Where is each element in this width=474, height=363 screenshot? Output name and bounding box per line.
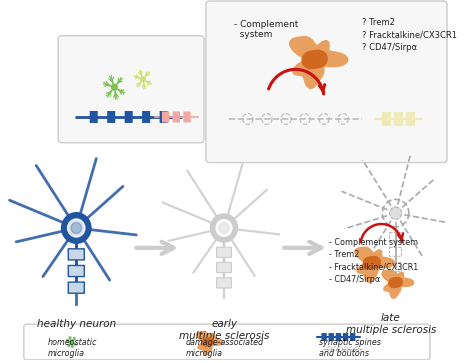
FancyBboxPatch shape [217, 278, 231, 288]
FancyBboxPatch shape [350, 333, 356, 341]
Circle shape [219, 223, 229, 233]
Polygon shape [389, 278, 402, 287]
Circle shape [141, 77, 145, 82]
FancyBboxPatch shape [328, 333, 334, 341]
FancyBboxPatch shape [394, 112, 403, 126]
Circle shape [390, 207, 401, 219]
FancyBboxPatch shape [90, 111, 98, 123]
FancyBboxPatch shape [382, 112, 391, 126]
FancyBboxPatch shape [173, 111, 180, 122]
Polygon shape [302, 50, 327, 69]
FancyBboxPatch shape [142, 111, 150, 123]
FancyBboxPatch shape [68, 265, 84, 277]
Circle shape [62, 213, 91, 243]
Text: damage-associated
microglia: damage-associated microglia [186, 338, 264, 358]
FancyBboxPatch shape [24, 324, 430, 360]
Circle shape [71, 223, 82, 233]
FancyBboxPatch shape [343, 333, 348, 341]
FancyBboxPatch shape [321, 333, 327, 341]
Polygon shape [363, 257, 380, 269]
Text: - Complement system
- Trem2
- Fracktalkine/CX3CR1
- CD47/Sirpα: - Complement system - Trem2 - Fracktalki… [329, 238, 418, 285]
Text: synaptic spines
and boutons: synaptic spines and boutons [319, 338, 381, 358]
FancyBboxPatch shape [160, 111, 168, 123]
Circle shape [70, 340, 73, 343]
Polygon shape [202, 338, 213, 346]
Polygon shape [355, 247, 394, 282]
Text: late
multiple sclerosis: late multiple sclerosis [346, 313, 436, 335]
FancyBboxPatch shape [162, 111, 169, 122]
FancyBboxPatch shape [107, 111, 115, 123]
Text: healthy neuron: healthy neuron [36, 319, 116, 329]
Text: homeostatic
microglia: homeostatic microglia [48, 338, 97, 358]
Circle shape [210, 214, 237, 242]
Polygon shape [290, 37, 348, 88]
FancyBboxPatch shape [125, 111, 133, 123]
FancyBboxPatch shape [68, 249, 84, 260]
Circle shape [216, 220, 232, 236]
FancyBboxPatch shape [217, 247, 231, 257]
Text: early
multiple sclerosis: early multiple sclerosis [179, 319, 269, 341]
Circle shape [68, 219, 85, 237]
FancyBboxPatch shape [58, 36, 204, 143]
FancyBboxPatch shape [406, 112, 415, 126]
FancyBboxPatch shape [336, 333, 341, 341]
FancyBboxPatch shape [68, 282, 84, 293]
Polygon shape [382, 270, 414, 298]
Text: ? Trem2
? Fracktalkine/CX3CR1
? CD47/Sirpα: ? Trem2 ? Fracktalkine/CX3CR1 ? CD47/Sir… [362, 18, 457, 52]
Polygon shape [197, 332, 223, 355]
FancyBboxPatch shape [217, 262, 231, 273]
FancyBboxPatch shape [183, 111, 191, 122]
FancyBboxPatch shape [206, 1, 447, 163]
Circle shape [111, 84, 117, 90]
Text: - Complement
  system: - Complement system [234, 20, 298, 39]
